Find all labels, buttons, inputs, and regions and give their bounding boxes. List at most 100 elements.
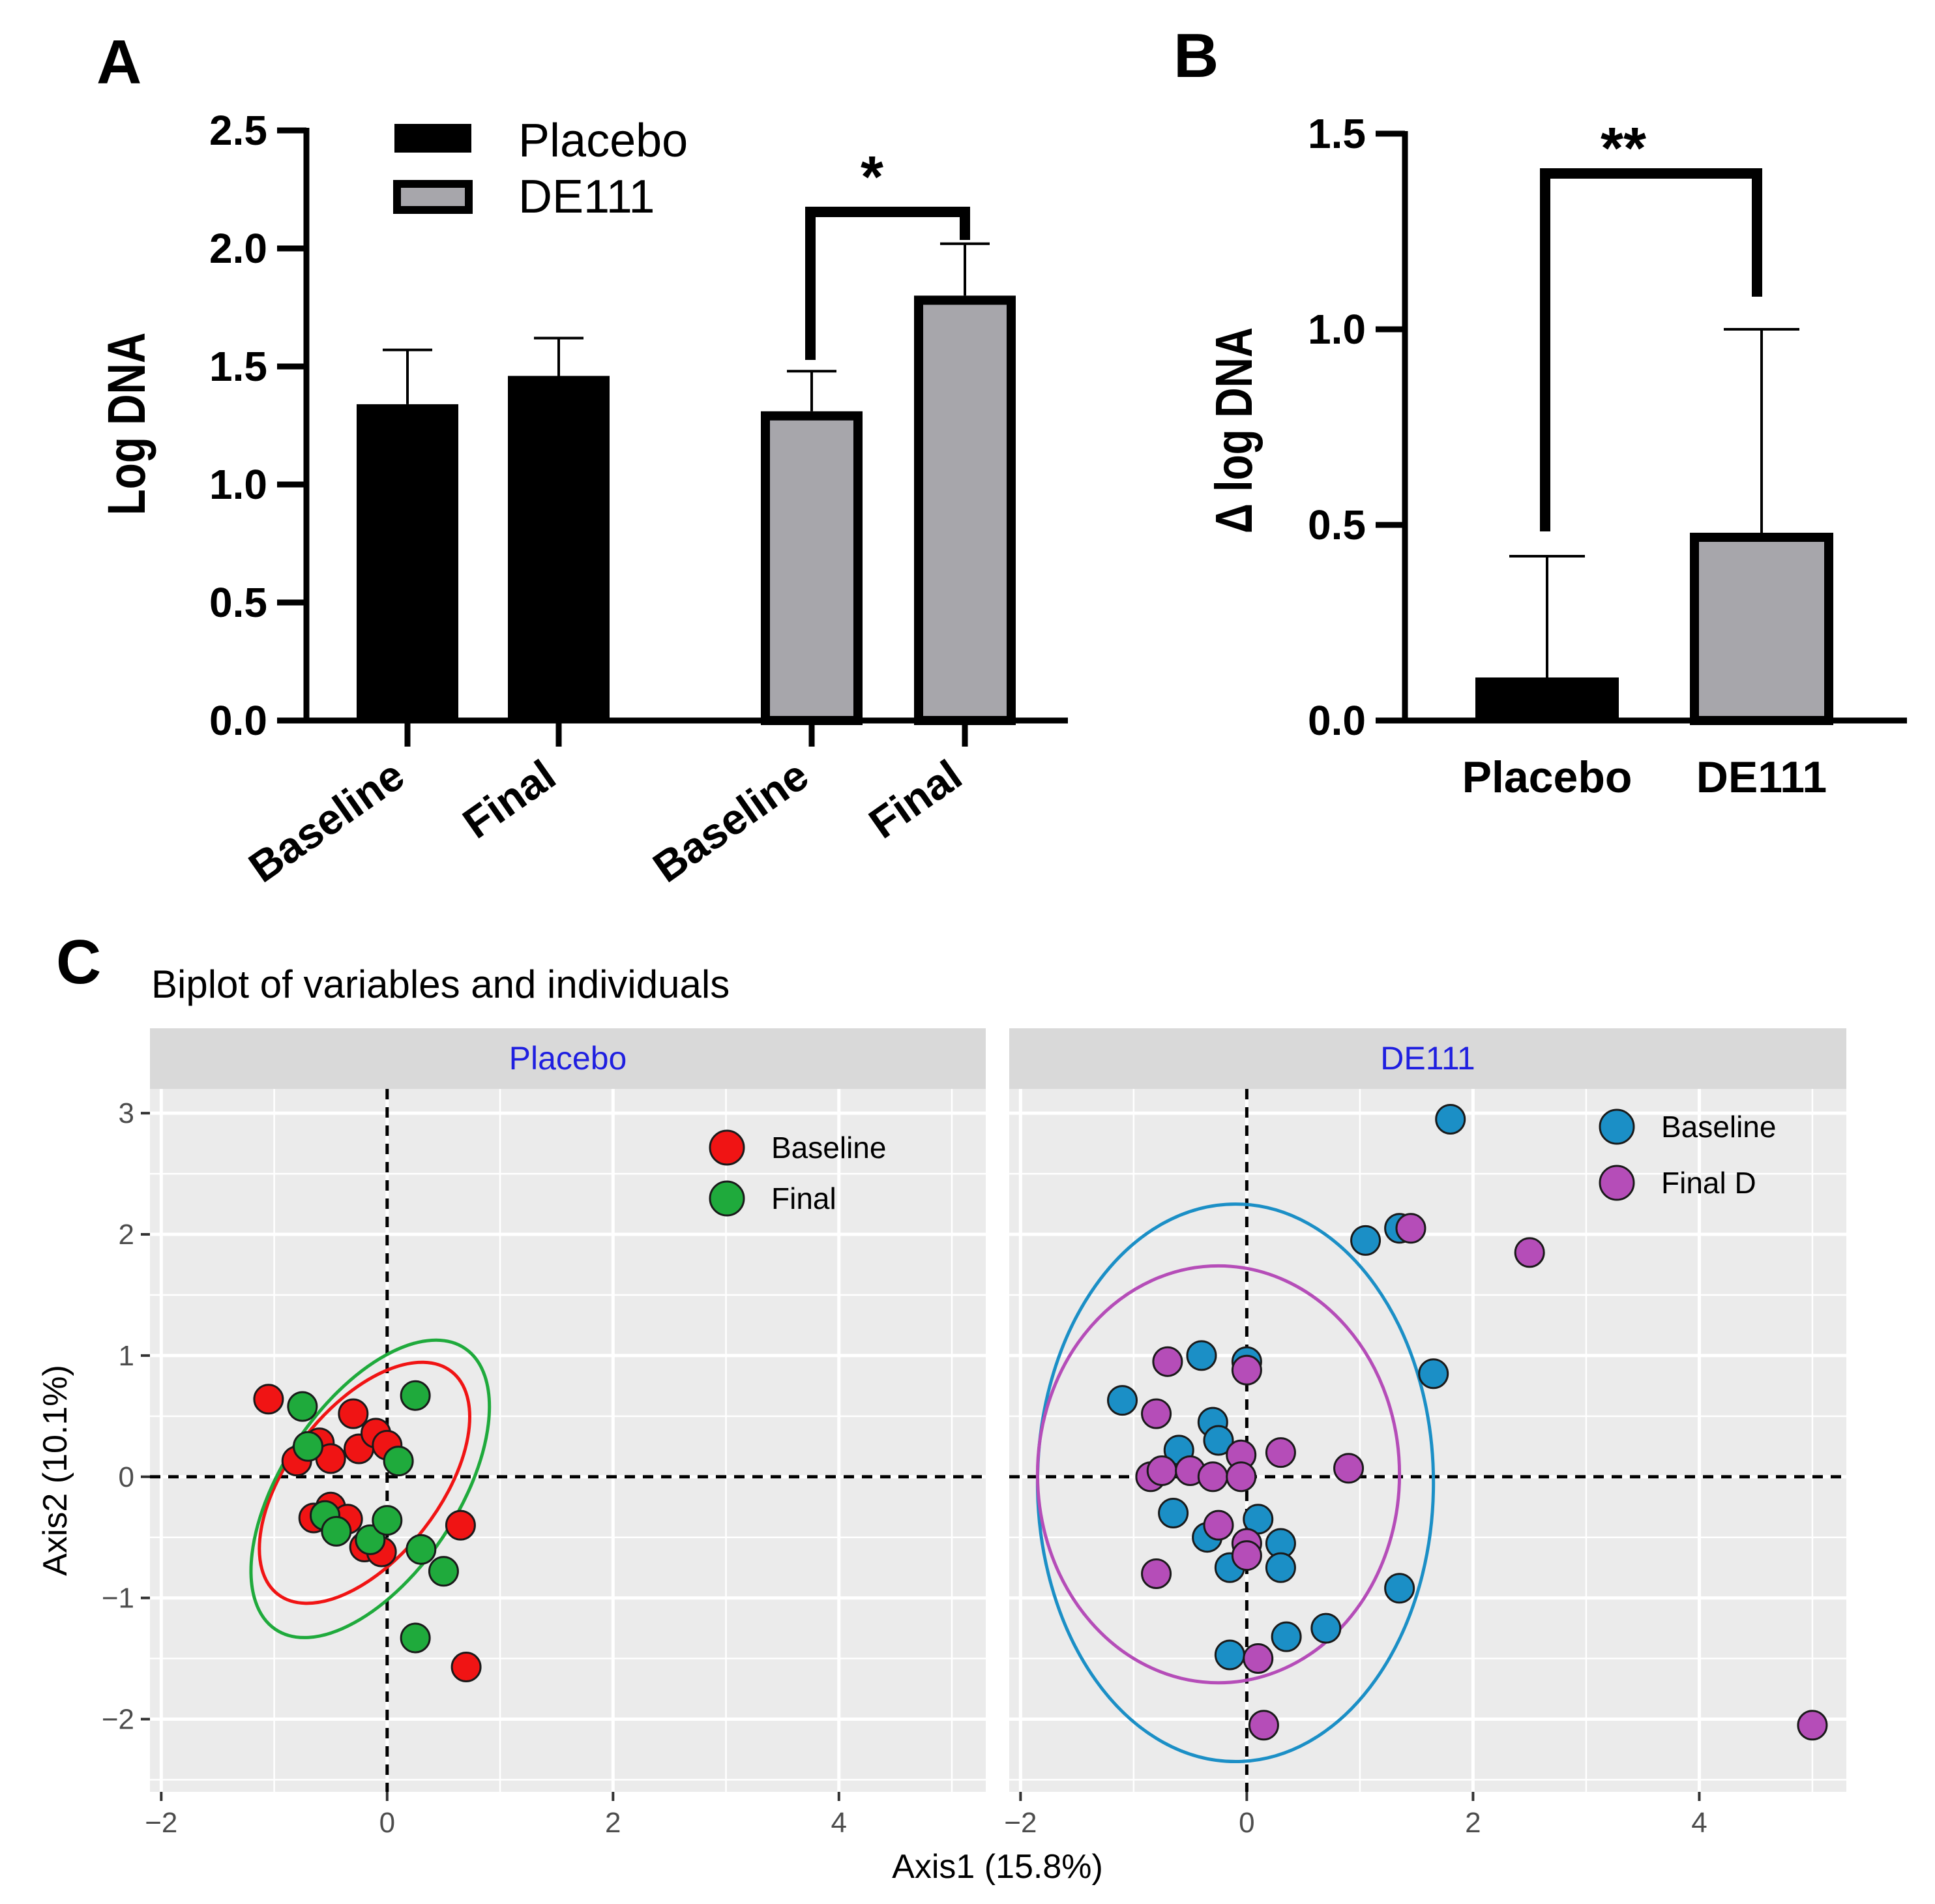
point-final [383,1446,414,1477]
facet-strip [150,1028,986,1089]
point-final-d [1231,1540,1262,1571]
point-final-d [1141,1558,1172,1589]
panel-b-significance-label: ** [1601,116,1646,181]
point-final-d [1146,1455,1177,1486]
point-final-d [1265,1437,1296,1468]
y-tick-label-1: 0.5 [209,579,267,626]
legend-label-1: Final [771,1182,836,1215]
point-final-d [1197,1461,1228,1493]
point-final-d [1514,1237,1545,1268]
y-tick-label-0: 0.0 [209,697,267,744]
point-final [293,1431,324,1462]
x-tick-label: 2 [605,1807,621,1839]
legend-label-de111: DE111 [518,171,655,223]
bar-0 [1475,677,1619,721]
panel-b-significance-bracket: ** [1540,116,1762,531]
x-tick-label-2: Baseline [644,751,817,891]
x-tick-label-3: Final [860,751,970,848]
panel-c-x-axis-label: Axis1 (15.8%) [892,1848,1103,1886]
bar-1 [1690,533,1833,725]
legend-swatch-de111 [393,180,473,214]
x-tick-label: −2 [145,1807,177,1839]
point-baseline [1158,1498,1189,1529]
legend-marker-0 [1599,1108,1635,1145]
x-tick-label-1: Final [454,751,564,848]
x-tick-label-0: Placebo [1462,752,1632,802]
point-baseline [1203,1425,1234,1456]
point-final-d [1152,1346,1183,1377]
legend-marker-1 [1599,1165,1635,1201]
point-baseline [1418,1358,1449,1390]
y-tick-label: −1 [102,1583,134,1614]
facet-strip-label: Placebo [509,1040,627,1077]
x-tick-label: −2 [1004,1807,1037,1839]
point-final [400,1380,431,1411]
point-final-d [1333,1453,1365,1484]
ellipse-final-d [1035,1264,1402,1685]
point-final-d [1395,1213,1426,1244]
legend-label-0: Baseline [1661,1110,1776,1144]
point-final-d [1243,1643,1274,1674]
y-tick-label: 1 [119,1340,134,1372]
y-tick-label-2: 1.0 [1308,306,1366,353]
panel-a-significance-label: * [861,145,883,210]
facet-1: DE111 Baseline Final D −2 0 2 4 [1004,1028,1846,1839]
bar-1 [508,376,610,721]
bar-2 [761,411,863,726]
y-tick-label: 2 [119,1219,134,1251]
legend-swatch-placebo [394,124,471,153]
point-baseline [445,1510,476,1541]
panel-c-biplot: Biplot of variables and individuals Plac… [37,962,1846,1886]
y-tick-label: −2 [102,1703,134,1735]
y-tick-label-5: 2.5 [209,107,267,154]
panel-a-significance-bracket: * [805,145,970,360]
x-tick-label-0: Baseline [240,751,413,891]
x-tick-label: 0 [379,1807,395,1839]
bar-3 [914,295,1016,725]
point-baseline [1214,1639,1245,1671]
y-tick-label: 3 [119,1097,134,1129]
point-final [321,1515,352,1547]
point-baseline [1107,1385,1138,1416]
point-final [287,1391,318,1422]
legend-marker-1 [709,1180,745,1217]
panel-b-bar-chart: Δ log DNA Placebo DE111 0.0 0.5 1.0 1.5 ** [1205,110,1907,802]
point-final-d [1226,1461,1257,1493]
facet-background [1009,1089,1846,1792]
point-final-d [1203,1510,1234,1541]
point-final-d [1141,1398,1172,1429]
panel-label-a: A [96,27,141,97]
panel-a-bar-chart: Log DNA Placebo DE111 Baseline Final Basel… [96,107,1068,891]
point-baseline [1310,1613,1342,1644]
facet-strip-label: DE111 [1380,1040,1475,1077]
y-tick-label-2: 1.0 [209,461,267,508]
point-final-d [1797,1710,1828,1741]
facet-strip [1009,1028,1846,1089]
legend-label-0: Baseline [771,1131,886,1165]
facet-0: Placebo Baseline Final −2 0 2 4 −2 −1 0 1 2 3 [102,1028,986,1839]
point-final [355,1524,386,1555]
point-baseline [253,1384,284,1415]
y-tick-label-1: 0.5 [1308,501,1366,548]
x-tick-label: 2 [1465,1807,1481,1839]
panel-a-legend: Placebo DE111 [393,115,688,223]
x-tick-label: 4 [831,1807,847,1839]
legend-label-placebo: Placebo [518,115,688,167]
panel-label-b: B [1174,21,1219,91]
point-baseline [1271,1621,1302,1652]
y-tick-label-3: 1.5 [209,343,267,390]
x-tick-label: 0 [1239,1807,1254,1839]
point-baseline [1186,1340,1217,1371]
panel-b-y-axis-label: Δ log DNA [1205,327,1263,533]
x-tick-label-1: DE111 [1696,752,1827,802]
point-final-d [1231,1354,1262,1386]
point-final [372,1505,403,1536]
panel-label-c: C [56,927,101,997]
point-final [406,1534,437,1565]
point-final [428,1556,459,1587]
point-final [400,1622,431,1654]
y-tick-label-4: 2.0 [209,225,267,272]
facet-background [150,1089,986,1792]
y-tick-label-0: 0.0 [1308,697,1366,744]
point-baseline [1265,1552,1296,1583]
